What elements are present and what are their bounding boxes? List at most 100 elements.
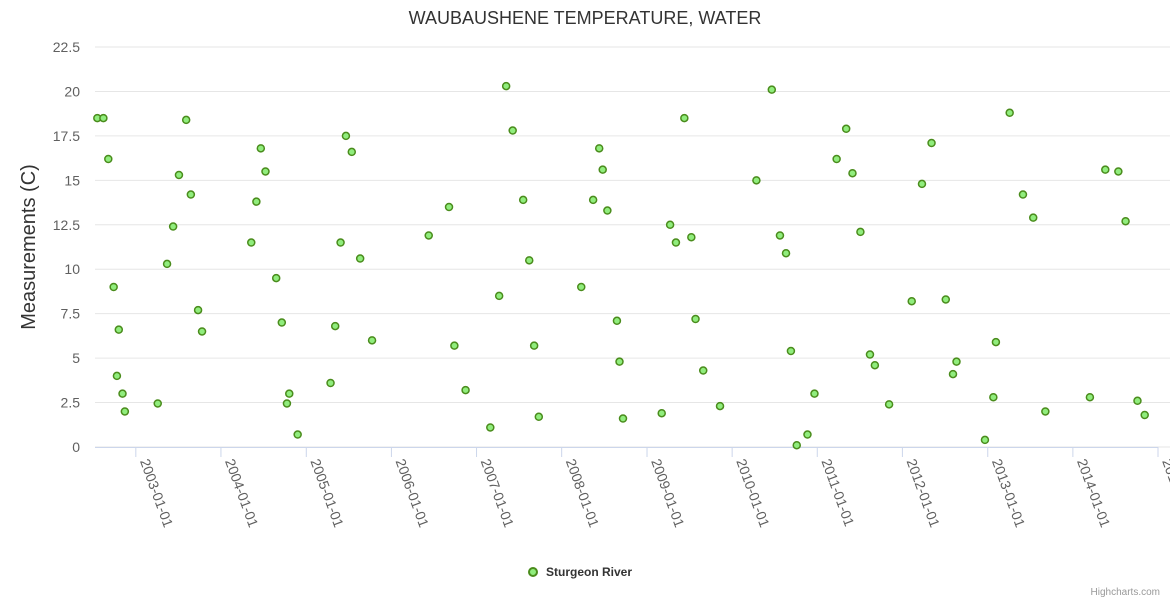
data-point[interactable] — [781, 248, 791, 258]
data-point[interactable] — [884, 400, 894, 409]
data-point[interactable] — [792, 440, 801, 450]
data-point[interactable] — [907, 296, 916, 306]
data-point[interactable] — [424, 231, 433, 240]
data-point[interactable] — [529, 341, 539, 350]
data-point[interactable] — [444, 202, 454, 212]
data-point[interactable] — [715, 401, 725, 411]
data-point[interactable] — [680, 113, 689, 123]
data-point[interactable] — [118, 389, 127, 398]
data-point[interactable] — [927, 138, 936, 148]
data-point[interactable] — [256, 144, 266, 153]
data-points — [93, 81, 1149, 450]
data-point[interactable] — [577, 282, 586, 292]
data-point[interactable] — [1018, 190, 1028, 199]
data-point[interactable] — [832, 154, 841, 164]
data-point[interactable] — [810, 389, 819, 398]
data-point[interactable] — [252, 197, 261, 206]
data-point[interactable] — [856, 227, 865, 237]
data-point[interactable] — [168, 222, 178, 231]
data-point[interactable] — [687, 232, 696, 242]
data-point[interactable] — [347, 147, 357, 157]
data-point[interactable] — [671, 238, 681, 247]
data-point[interactable] — [120, 407, 130, 416]
data-point[interactable] — [841, 124, 851, 134]
data-point[interactable] — [1121, 216, 1130, 226]
data-point[interactable] — [355, 254, 365, 263]
data-point[interactable] — [153, 399, 162, 408]
data-point[interactable] — [1041, 407, 1050, 416]
data-point[interactable] — [989, 392, 998, 402]
data-point[interactable] — [1114, 167, 1123, 176]
data-point[interactable] — [285, 389, 294, 398]
data-point[interactable] — [698, 366, 708, 375]
data-point[interactable] — [665, 220, 675, 230]
data-point[interactable] — [870, 360, 880, 370]
data-point[interactable] — [657, 408, 666, 418]
data-point[interactable] — [193, 305, 203, 315]
data-point[interactable] — [752, 176, 761, 185]
data-point[interactable] — [991, 337, 1001, 347]
data-point[interactable] — [186, 190, 196, 199]
data-point[interactable] — [598, 165, 607, 174]
data-point[interactable] — [99, 113, 108, 123]
data-point[interactable] — [786, 346, 796, 356]
data-point[interactable] — [803, 430, 812, 439]
data-point[interactable] — [917, 179, 927, 189]
data-point[interactable] — [1085, 392, 1095, 402]
legend-item-sturgeon-river[interactable]: Sturgeon River — [546, 565, 632, 579]
data-point[interactable] — [486, 423, 495, 432]
data-point[interactable] — [501, 81, 511, 91]
data-point[interactable] — [112, 371, 122, 381]
data-point[interactable] — [461, 385, 470, 395]
data-point[interactable] — [1133, 396, 1142, 406]
data-point[interactable] — [367, 336, 377, 345]
data-point[interactable] — [534, 412, 544, 422]
data-point[interactable] — [865, 350, 875, 359]
data-point[interactable] — [450, 341, 459, 350]
data-point[interactable] — [980, 435, 990, 445]
data-point[interactable] — [336, 238, 345, 247]
data-point[interactable] — [197, 327, 207, 336]
data-point[interactable] — [104, 154, 113, 164]
data-point[interactable] — [1101, 165, 1110, 174]
data-point[interactable] — [341, 131, 351, 141]
data-point[interactable] — [162, 259, 172, 269]
data-point[interactable] — [848, 168, 857, 178]
data-point[interactable] — [618, 414, 628, 423]
y-tick-label: 17.5 — [53, 128, 80, 144]
data-point[interactable] — [330, 321, 340, 331]
data-point[interactable] — [247, 238, 256, 247]
data-point[interactable] — [612, 316, 622, 326]
data-point[interactable] — [948, 369, 958, 379]
data-point[interactable] — [952, 357, 961, 366]
data-point[interactable] — [508, 126, 517, 135]
data-point[interactable] — [109, 282, 118, 292]
data-point[interactable] — [594, 144, 604, 153]
data-point[interactable] — [524, 256, 534, 265]
data-point[interactable] — [271, 273, 281, 283]
data-point[interactable] — [1140, 410, 1149, 420]
data-point[interactable] — [1005, 108, 1014, 118]
data-point[interactable] — [494, 291, 504, 301]
data-point[interactable] — [518, 195, 528, 205]
data-point[interactable] — [1028, 213, 1038, 222]
data-point[interactable] — [588, 195, 598, 205]
credits-link[interactable]: Highcharts.com — [1091, 587, 1160, 598]
data-point[interactable] — [114, 325, 124, 334]
legend-marker-icon[interactable] — [528, 567, 538, 577]
data-point[interactable] — [293, 430, 302, 439]
x-tick-label: 2003-01-01 — [137, 457, 177, 530]
data-point[interactable] — [615, 357, 624, 366]
legend[interactable]: Sturgeon River — [528, 565, 632, 579]
data-point[interactable] — [775, 231, 785, 240]
data-point[interactable] — [603, 206, 612, 215]
data-point[interactable] — [261, 167, 270, 176]
data-point[interactable] — [282, 399, 292, 408]
data-point[interactable] — [767, 85, 777, 94]
data-point[interactable] — [326, 378, 335, 388]
data-point[interactable] — [941, 295, 951, 304]
data-point[interactable] — [181, 115, 191, 125]
data-point[interactable] — [691, 314, 700, 324]
data-point[interactable] — [277, 318, 287, 327]
data-point[interactable] — [174, 170, 184, 180]
